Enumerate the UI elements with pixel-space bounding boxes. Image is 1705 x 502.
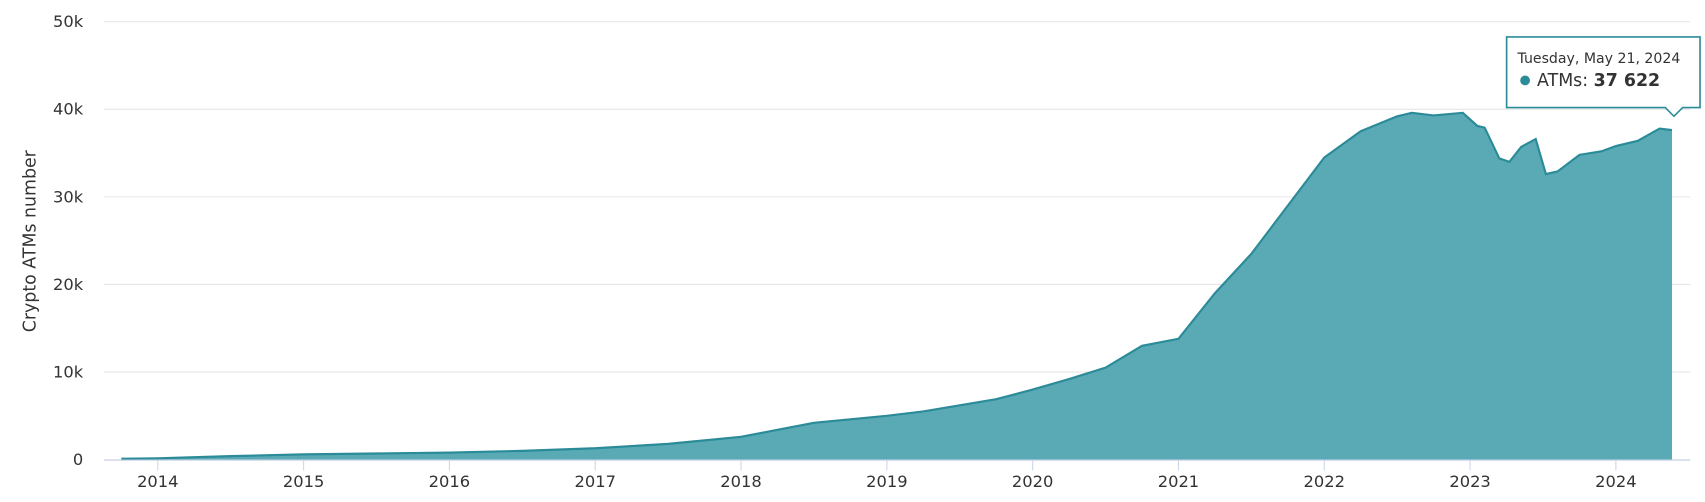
tooltip-marker (1520, 75, 1530, 86)
y-tick-label: 40k (53, 100, 84, 119)
x-tick-label: 2017 (575, 472, 616, 491)
x-tick-label: 2024 (1595, 472, 1636, 491)
y-tick-label: 0 (73, 450, 83, 469)
area (121, 112, 1673, 460)
y-axis-label: Crypto ATMs number (20, 149, 40, 332)
tooltip-series: ATMs: (1537, 71, 1588, 91)
tooltip: Tuesday, May 21, 2024 ATMs: 37 622 (1505, 36, 1701, 118)
tooltip-value: 37 622 (1594, 71, 1661, 91)
tooltip-title: Tuesday, May 21, 2024 (1516, 51, 1680, 67)
tooltip-text: ATMs: 37 622 (1537, 71, 1660, 91)
x-tick-label: 2021 (1158, 472, 1199, 491)
plot-area (121, 111, 1673, 460)
y-tick-label: 20k (53, 275, 84, 294)
axes: 0 10k 20k 30k 40k 50k 2014 2015 2016 2017 2018 2019… (53, 12, 1691, 491)
x-tick-label: 2015 (283, 472, 324, 491)
x-tick-label: 2022 (1304, 472, 1345, 491)
x-tick-label: 2018 (720, 472, 761, 491)
x-tick-label: 2016 (429, 472, 470, 491)
y-tick-label: 10k (53, 362, 84, 381)
y-tick-label: 30k (53, 187, 84, 206)
x-tick-label: 2020 (1012, 472, 1053, 491)
x-tick-label: 2019 (866, 472, 907, 491)
x-tick-label: 2023 (1449, 472, 1490, 491)
y-tick-label: 50k (53, 12, 84, 31)
tooltip-box (1505, 36, 1701, 118)
line (121, 111, 1673, 460)
x-tick-label: 2014 (137, 472, 178, 491)
